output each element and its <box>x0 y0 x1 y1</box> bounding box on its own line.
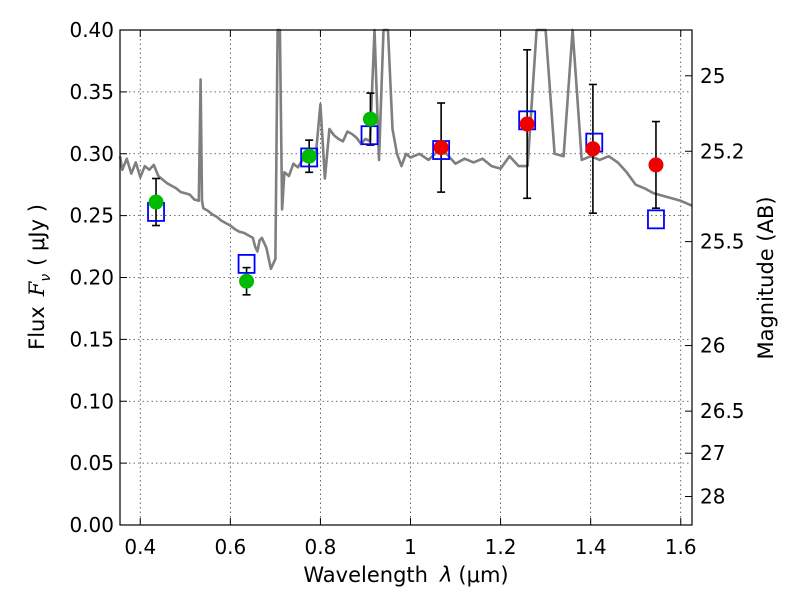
y-tick-label: 0.35 <box>69 80 114 104</box>
y-axis-label-text: Flux <box>25 306 49 350</box>
observed-red-point <box>648 157 664 173</box>
y2-axis-label: Magnitude (AB) <box>754 196 778 359</box>
observed-green-point <box>239 273 255 289</box>
model-photometry-square <box>647 209 665 230</box>
error-bars-layer <box>152 48 660 296</box>
y-axis-label-unit: ( μJy ) <box>25 204 49 266</box>
x-tick-label: 0.6 <box>214 535 246 559</box>
observed-green-point <box>148 194 164 210</box>
y-tick-label: 0.00 <box>69 513 114 537</box>
x-tick-label: 1.6 <box>665 535 697 559</box>
observed-red-point <box>519 116 535 132</box>
y-tick-label: 0.05 <box>69 451 114 475</box>
x-tick-label: 0.8 <box>305 535 337 559</box>
y-tick-label: 0.40 <box>69 18 114 42</box>
x-tick-label: 1 <box>404 535 417 559</box>
model-photometry-square <box>300 147 319 168</box>
x-tick-label: 1.2 <box>485 535 517 559</box>
y2-tick-label: 25 <box>700 64 725 88</box>
x-axis-label-symbol: λ <box>439 563 452 587</box>
y-tick-label: 0.25 <box>69 204 114 228</box>
y-tick-label: 0.15 <box>69 327 114 351</box>
y2-tick-label: 28 <box>700 485 725 509</box>
observed-green-point <box>301 148 317 164</box>
y-tick-label: 0.30 <box>69 142 114 166</box>
x-tick-label: 1.4 <box>575 535 607 559</box>
y-axis-label-symbol: F <box>25 280 49 297</box>
y-axis-label-subscript: ν <box>38 274 54 282</box>
y2-tick-label: 25.2 <box>700 139 745 163</box>
grid-lines <box>120 30 692 525</box>
y-axis-label: Flux Fν ( μJy ) <box>25 204 54 350</box>
model-photometry-square <box>237 253 256 274</box>
sed-spectrum-layer <box>118 28 693 271</box>
y2-tick-label: 27 <box>700 441 725 465</box>
observed-green-point <box>362 111 378 127</box>
y2-tick-label: 26.5 <box>700 399 745 423</box>
x-axis-label-unit: (μm) <box>458 563 508 587</box>
observed-red-point <box>433 140 449 156</box>
ticks-layer: 0.4 0.6 0.8 1 1.2 1.4 1.6 0.00 0.05 0.10 0.15 0.20 0… <box>69 18 744 559</box>
y-tick-label: 0.10 <box>69 389 114 413</box>
y-tick-label: 0.20 <box>69 266 114 290</box>
x-axis-label-text: Wavelength <box>303 563 428 587</box>
markers-layer <box>147 110 665 289</box>
y2-tick-label: 26 <box>700 334 725 358</box>
sed-spectrum-line <box>118 28 693 271</box>
x-tick-label: 0.4 <box>124 535 156 559</box>
observed-red-point <box>585 141 601 157</box>
x-axis-label: Wavelength λ (μm) <box>303 563 508 587</box>
y2-tick-label: 25.5 <box>700 230 745 254</box>
